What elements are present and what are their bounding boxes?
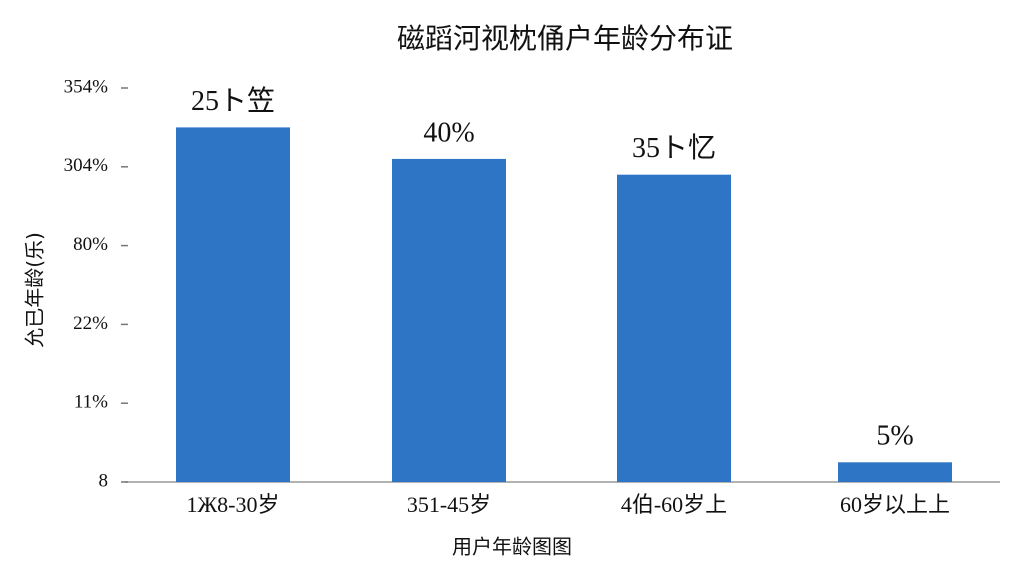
y-tick-label: 354% — [64, 76, 109, 97]
data-label: 25ト笠 — [191, 85, 275, 117]
y-tick-label: 22% — [73, 313, 108, 334]
bar — [392, 158, 506, 483]
x-axis-label: 用户年龄图图 — [452, 535, 572, 559]
bar — [176, 127, 290, 483]
y-tick-label: 8 — [99, 470, 109, 491]
x-tick-label: 351-45岁 — [407, 492, 491, 517]
data-label: 40% — [423, 117, 474, 148]
x-tick-label: 1Ж8-30岁 — [186, 492, 279, 517]
x-tick-label: 60岁以上上 — [840, 492, 950, 517]
bar — [838, 462, 952, 482]
data-label: 35ト忆 — [632, 132, 716, 164]
bar — [617, 174, 731, 482]
chart-title: 磁蹈河视枕俑户年龄分布证 — [397, 22, 733, 55]
data-label: 5% — [876, 421, 913, 452]
y-tick-label: 80% — [73, 234, 108, 255]
y-axis-label: 允已年龄(乐) — [23, 232, 47, 348]
y-tick-label: 11% — [74, 392, 108, 413]
x-tick-label: 4伯-60岁上 — [621, 492, 727, 517]
y-tick-label: 304% — [64, 155, 109, 176]
